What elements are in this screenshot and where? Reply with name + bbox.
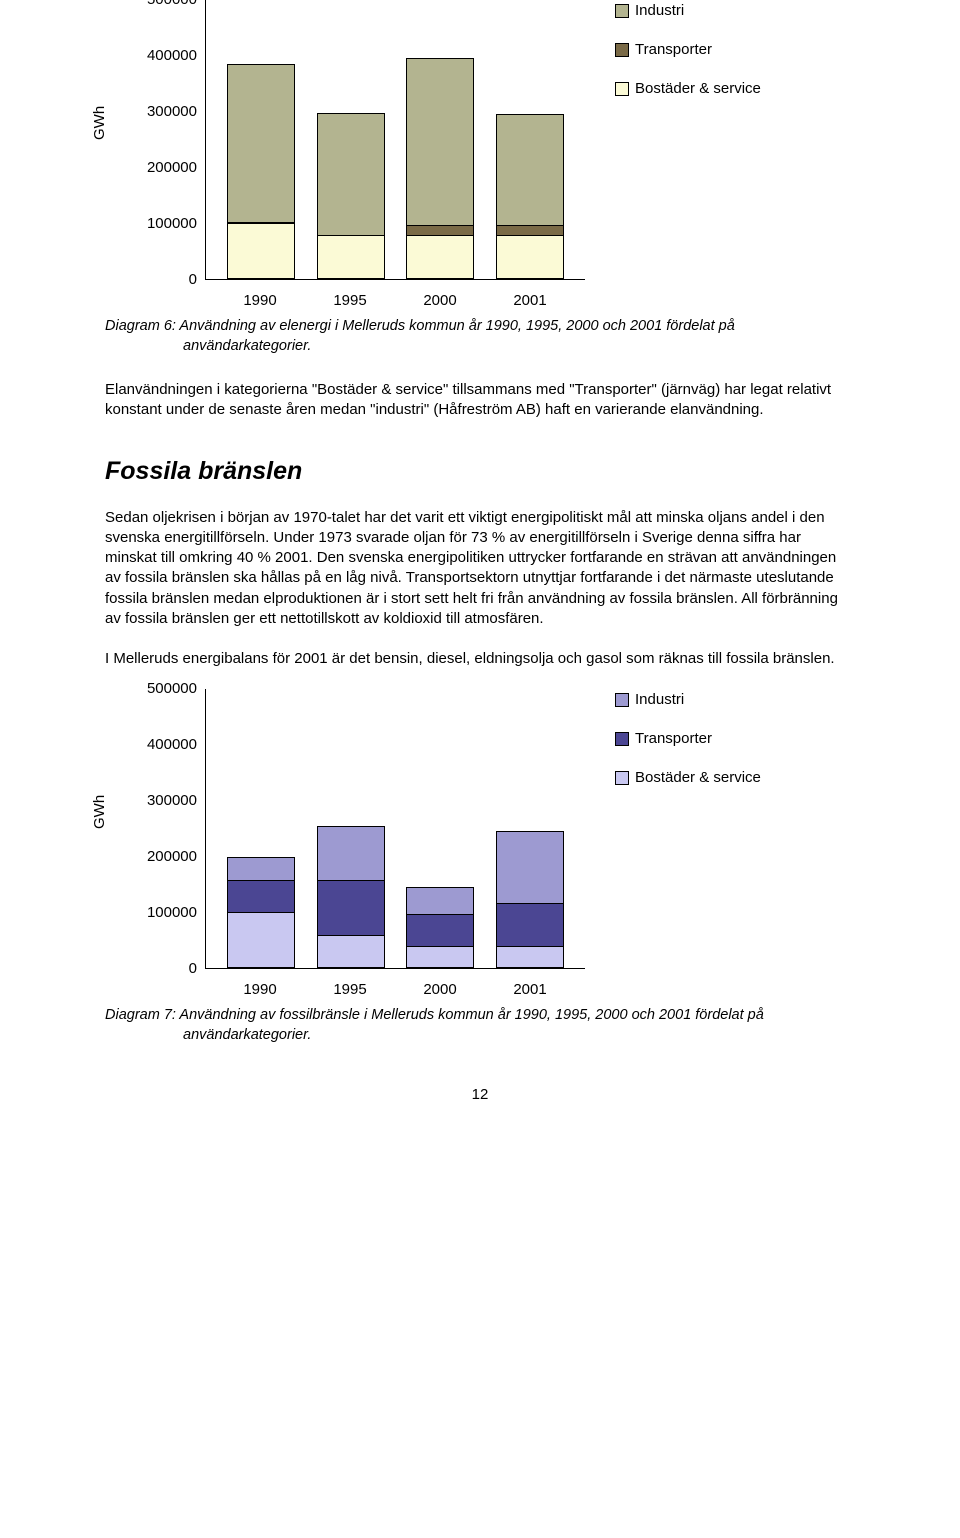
bar-seg-industri [406,58,474,226]
bar-seg-bostader [317,935,385,969]
bar-seg-bostader [496,946,564,968]
bar-seg-bostader [317,235,385,279]
legend-item: Bostäder & service [615,767,761,788]
bar-seg-industri [496,831,564,904]
chart2-legend: Industri Transporter Bostäder & service [615,689,761,806]
section-heading: Fossila bränslen [105,457,855,486]
bar-seg-bostader [227,912,295,968]
bar-seg-bostader [496,235,564,279]
legend-swatch [615,732,629,746]
chart1-yaxis: GWh 5000004000003000002000001000000 [105,0,205,280]
bar-seg-industri [317,826,385,882]
bar-column [406,889,474,968]
caption1-line1: Diagram 6: Användning av elenergi i Mell… [105,318,735,334]
bar-seg-bostader [227,223,295,279]
bar-seg-industri [227,857,295,882]
xtick: 2000 [406,981,474,998]
bar-seg-bostader [406,946,474,968]
chart2-xaxis: 1990 1995 2000 2001 [205,975,585,998]
xtick: 2001 [496,981,564,998]
xtick: 1995 [316,981,384,998]
caption-2: Diagram 7: Användning av fossilbränsle i… [105,1006,855,1045]
paragraph-3: I Melleruds energibalans för 2001 är det… [105,649,855,669]
caption2-line2: användarkategorier. [105,1026,855,1046]
legend-label: Industri [635,0,684,21]
bar-seg-transporter [227,880,295,914]
bar-column [317,114,385,279]
legend-item: Industri [615,0,761,21]
bar-column [496,116,564,279]
caption1-line2: användarkategorier. [105,337,855,357]
legend-label: Industri [635,689,684,710]
chart1-legend: Industri Transporter Bostäder & service [615,0,761,117]
bar-column [317,827,385,968]
caption-1: Diagram 6: Användning av elenergi i Mell… [105,317,855,356]
bar-seg-industri [496,114,564,226]
xtick: 1990 [226,981,294,998]
page-number: 12 [105,1086,855,1103]
xtick: 1995 [316,292,384,309]
legend-item: Industri [615,689,761,710]
bar-seg-industri [406,887,474,915]
xtick: 2000 [406,292,474,309]
bar-seg-transporter [496,903,564,948]
bar-column [406,60,474,279]
legend-swatch [615,4,629,18]
chart2-plot [205,689,585,969]
legend-label: Transporter [635,39,712,60]
legend-swatch [615,43,629,57]
bar-column [227,65,295,279]
legend-item: Transporter [615,39,761,60]
legend-swatch [615,771,629,785]
bar-column [496,833,564,968]
chart1-plot [205,0,585,280]
chart2-yaxis: GWh 5000004000003000002000001000000 [105,689,205,969]
xtick: 2001 [496,292,564,309]
paragraph-1: Elanvändningen i kategorierna "Bostäder … [105,380,855,421]
legend-label: Bostäder & service [635,767,761,788]
bar-seg-transporter [317,880,385,936]
legend-swatch [615,82,629,96]
chart1-xaxis: 1990 1995 2000 2001 [205,286,585,309]
legend-swatch [615,693,629,707]
legend-label: Transporter [635,728,712,749]
paragraph-2: Sedan oljekrisen i början av 1970-talet … [105,508,855,630]
bar-seg-industri [227,64,295,224]
legend-label: Bostäder & service [635,78,761,99]
bar-seg-transporter [406,914,474,948]
legend-item: Transporter [615,728,761,749]
caption2-line1: Diagram 7: Användning av fossilbränsle i… [105,1007,764,1023]
chart-2: GWh 5000004000003000002000001000000 Indu… [105,689,855,969]
bar-column [227,858,295,968]
bar-seg-bostader [406,235,474,279]
xtick: 1990 [226,292,294,309]
chart-1: GWh 5000004000003000002000001000000 Indu… [105,0,855,280]
legend-item: Bostäder & service [615,78,761,99]
bar-seg-industri [317,113,385,236]
